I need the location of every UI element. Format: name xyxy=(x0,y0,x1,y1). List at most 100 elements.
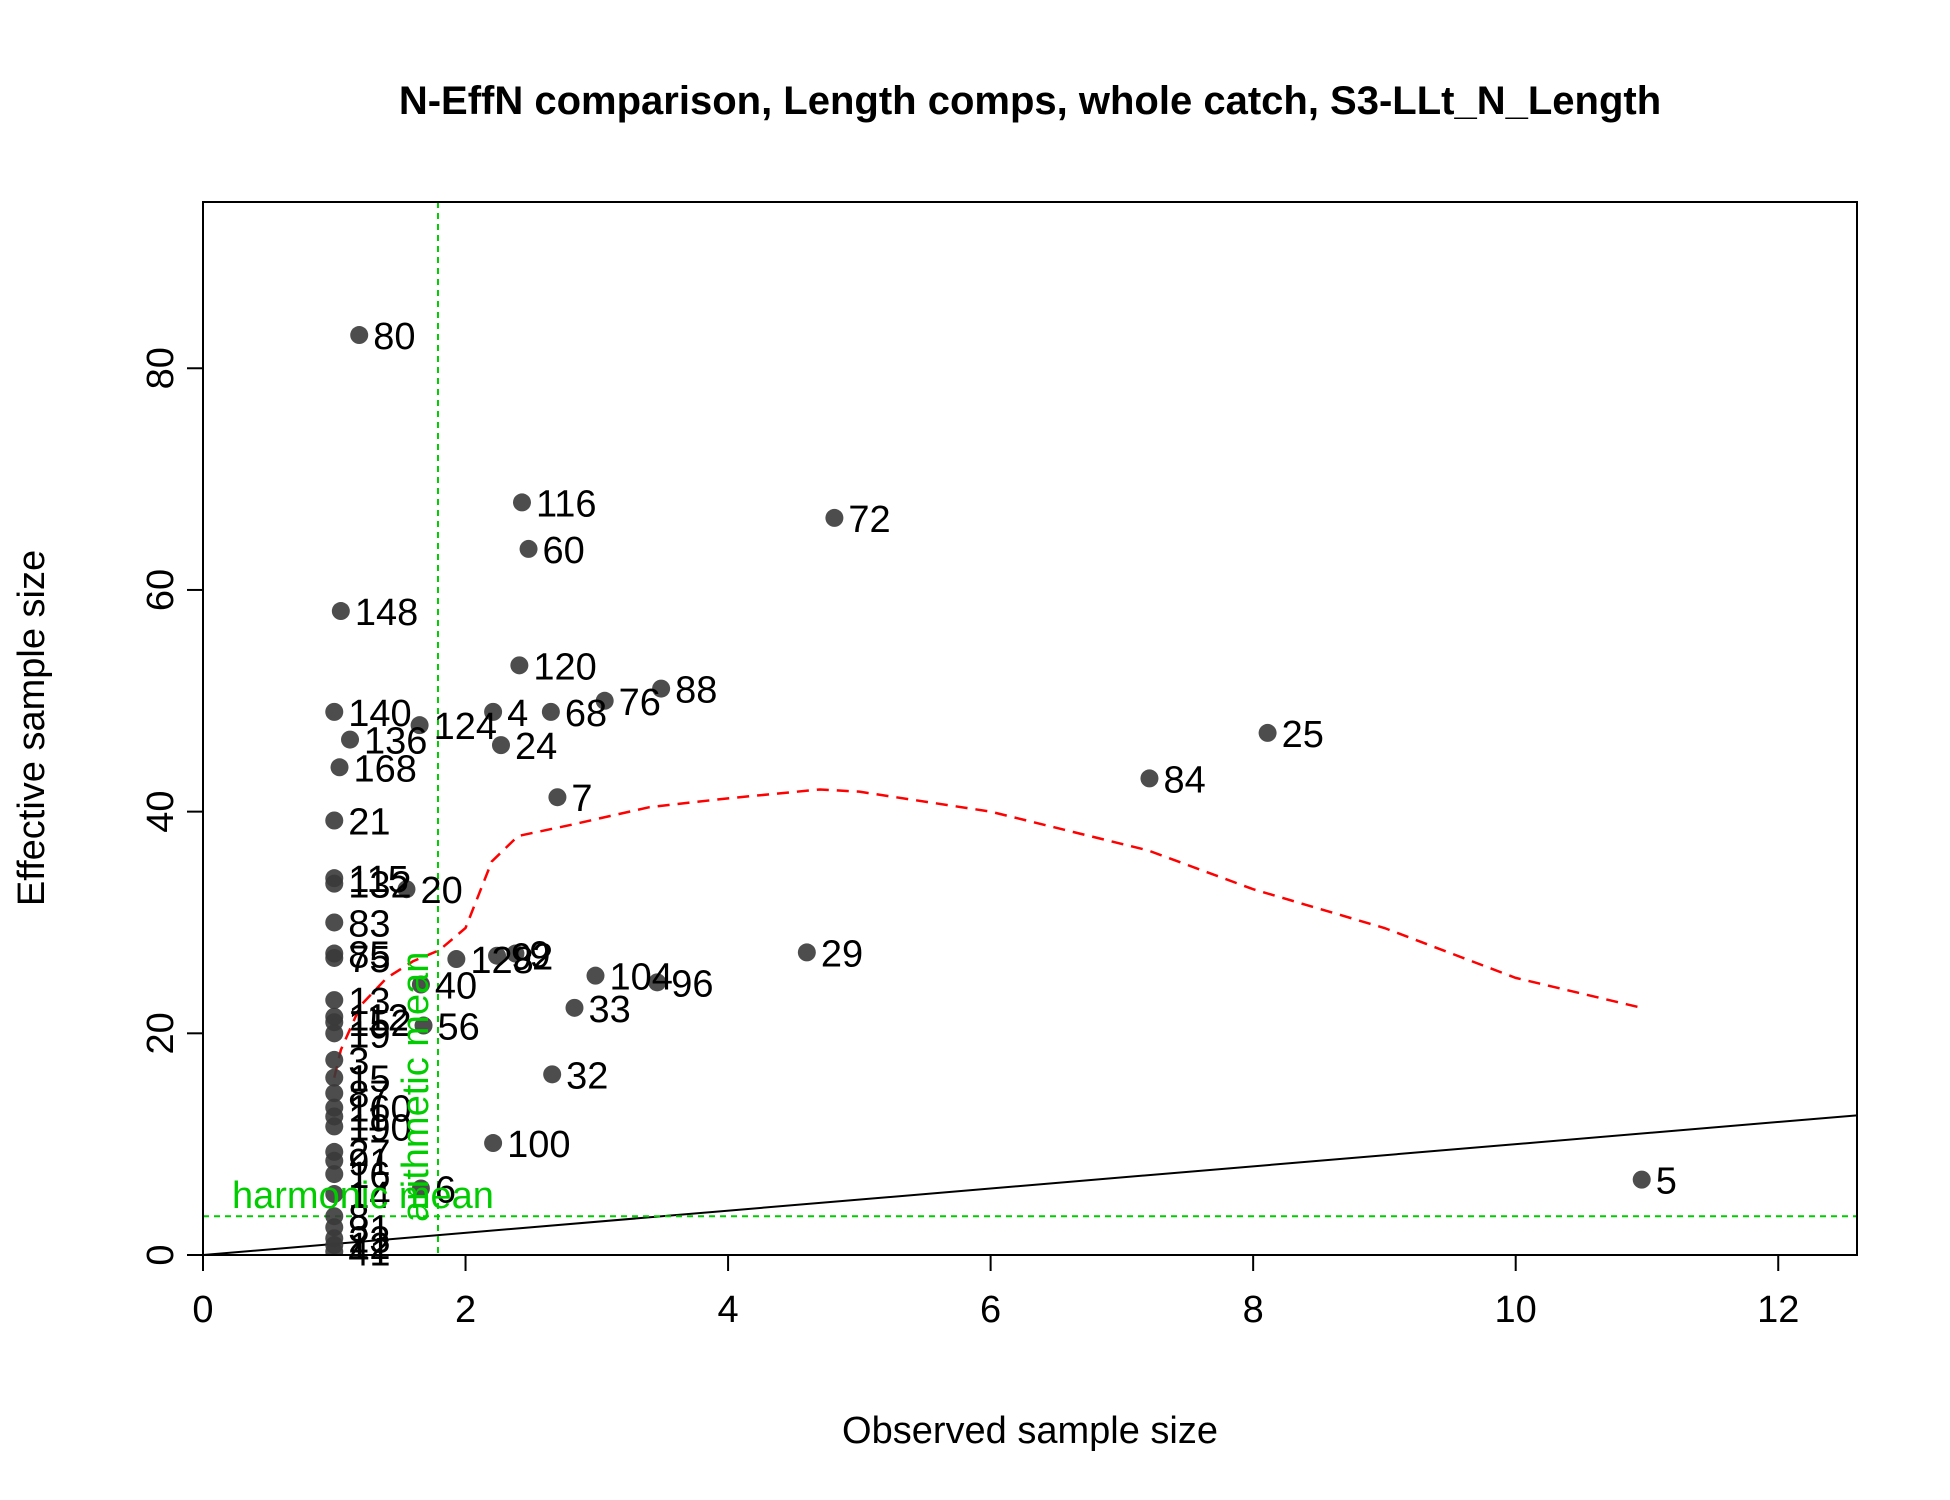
data-point-label: 72 xyxy=(848,499,890,541)
data-point xyxy=(325,1151,344,1170)
data-point xyxy=(350,326,369,345)
data-point xyxy=(1140,769,1159,788)
data-point xyxy=(325,1165,344,1184)
data-point-label: 60 xyxy=(543,530,585,572)
y-axis-label: Effective sample size xyxy=(11,550,53,906)
data-point-label: 190 xyxy=(348,1107,411,1149)
data-point-label: 16 xyxy=(348,1155,390,1197)
data-point-label: 40 xyxy=(435,966,477,1008)
data-point-label: 4 xyxy=(507,693,528,735)
x-tick-label: 6 xyxy=(980,1289,1001,1331)
data-point xyxy=(325,948,344,967)
smoother-line xyxy=(333,788,1643,1078)
data-point-label: 148 xyxy=(355,592,418,634)
data-point-label: 27 xyxy=(348,1133,390,1175)
data-point-label: 20 xyxy=(420,870,462,912)
data-point xyxy=(325,991,344,1010)
data-point-label: 21 xyxy=(348,801,390,843)
data-point xyxy=(797,943,816,962)
y-tick-label: 20 xyxy=(140,1012,182,1054)
data-point xyxy=(331,602,350,621)
data-point-label: 15 xyxy=(348,1059,390,1101)
data-point-label: 56 xyxy=(438,1007,480,1049)
data-point-label: 160 xyxy=(348,1089,411,1131)
data-point xyxy=(1632,1170,1651,1189)
data-point xyxy=(341,730,360,749)
x-tick-label: 8 xyxy=(1243,1289,1264,1331)
data-point-label: 136 xyxy=(364,721,427,763)
data-point xyxy=(397,880,416,899)
data-point-label: 5 xyxy=(1656,1161,1677,1203)
data-point xyxy=(565,998,584,1017)
data-point xyxy=(541,702,560,721)
y-tick-label: 80 xyxy=(140,347,182,389)
data-point-label: 128 xyxy=(470,940,533,982)
data-point-label: 132 xyxy=(348,865,411,907)
data-point xyxy=(510,656,529,675)
data-point xyxy=(548,788,567,807)
data-point xyxy=(325,1242,344,1255)
data-point-label: 9 xyxy=(529,935,550,977)
x-tick-label: 10 xyxy=(1495,1289,1537,1331)
data-point-label: 68 xyxy=(565,693,607,735)
data-point xyxy=(410,716,429,735)
data-point-label: 168 xyxy=(354,748,417,790)
data-point xyxy=(1258,723,1277,742)
data-point-label: 84 xyxy=(1163,759,1205,801)
data-point-label: 29 xyxy=(821,933,863,975)
data-point-label: 91 xyxy=(348,1142,390,1184)
data-point xyxy=(411,1179,430,1198)
data-point-label: 41 xyxy=(348,1233,390,1275)
data-point-label: 6 xyxy=(435,1169,456,1211)
data-point xyxy=(325,811,344,830)
data-point-label: 11 xyxy=(348,1097,387,1139)
y-tick-label: 60 xyxy=(140,569,182,611)
arithmetic-mean-label: arithmetic mean xyxy=(395,952,437,1222)
data-point xyxy=(652,679,671,698)
data-point xyxy=(512,493,531,512)
data-point xyxy=(325,1050,344,1069)
data-point-label: 96 xyxy=(671,963,713,1005)
data-point-label: 124 xyxy=(434,706,497,748)
data-point-label: 104 xyxy=(609,957,672,999)
data-point-label: 8 xyxy=(348,1197,369,1239)
data-point-label: 32 xyxy=(566,1055,608,1097)
data-point xyxy=(325,1084,344,1103)
data-point-label: 85 xyxy=(348,935,390,977)
data-point-label: 3 xyxy=(348,1041,369,1083)
data-point-label: 75 xyxy=(348,939,390,981)
data-point-label: 100 xyxy=(507,1124,570,1166)
data-point xyxy=(325,1185,344,1204)
data-point xyxy=(484,1134,503,1153)
data-point xyxy=(325,1117,344,1136)
data-point xyxy=(325,913,344,932)
data-point xyxy=(325,1068,344,1087)
data-point-label: 80 xyxy=(373,316,415,358)
data-point-label: 83 xyxy=(348,903,390,945)
data-point-label: 112 xyxy=(348,998,409,1040)
data-point-label: 14 xyxy=(348,1175,390,1217)
data-point-label: 120 xyxy=(533,646,596,688)
data-point xyxy=(825,508,844,527)
data-point xyxy=(325,702,344,721)
data-point xyxy=(491,736,510,755)
data-point xyxy=(411,975,430,994)
data-point-label: 25 xyxy=(1282,714,1324,756)
data-point-label: 152 xyxy=(348,1003,411,1045)
data-point-label: 7 xyxy=(571,778,592,820)
data-point-label: 76 xyxy=(619,682,661,724)
data-point xyxy=(506,944,525,963)
x-tick-label: 2 xyxy=(455,1289,476,1331)
data-point-label: 24 xyxy=(515,726,557,768)
data-point xyxy=(325,874,344,893)
data-point-label: 115 xyxy=(348,859,409,901)
data-point-label: 140 xyxy=(348,693,411,735)
data-point-label: 12 xyxy=(348,1226,390,1268)
data-point xyxy=(330,758,349,777)
y-tick-label: 0 xyxy=(140,1244,182,1265)
data-point-label: 88 xyxy=(675,670,717,712)
data-point xyxy=(586,966,605,985)
data-point xyxy=(488,946,507,965)
